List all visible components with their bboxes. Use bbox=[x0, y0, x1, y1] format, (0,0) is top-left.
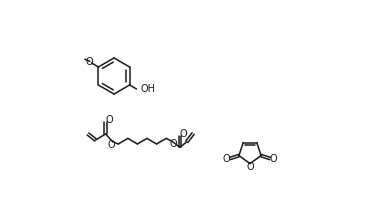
Text: O: O bbox=[108, 140, 115, 150]
Text: O: O bbox=[269, 154, 277, 164]
Text: O: O bbox=[105, 115, 113, 125]
Text: O: O bbox=[169, 139, 177, 149]
Text: O: O bbox=[179, 129, 187, 139]
Text: O: O bbox=[85, 57, 93, 67]
Text: OH: OH bbox=[141, 84, 156, 94]
Text: O: O bbox=[223, 154, 231, 164]
Text: O: O bbox=[246, 162, 254, 172]
